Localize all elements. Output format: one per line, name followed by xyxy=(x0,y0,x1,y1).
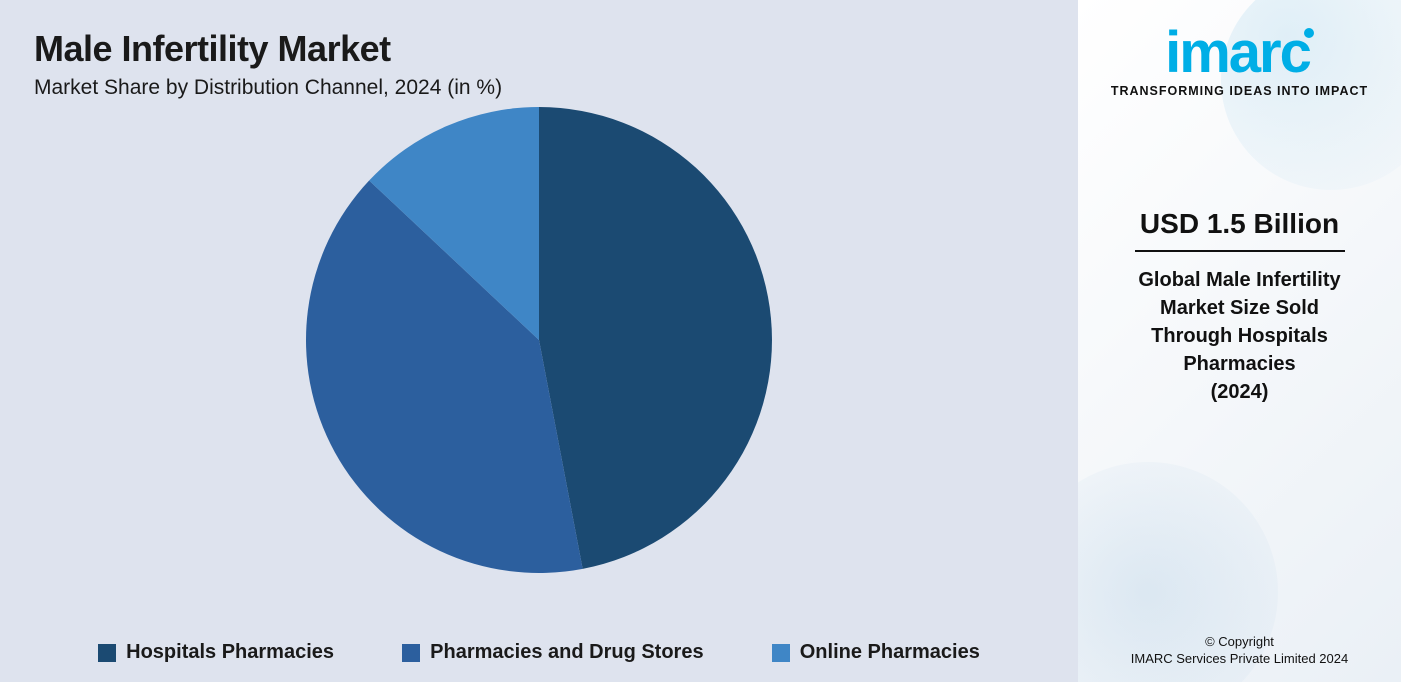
stat-block: USD 1.5 Billion Global Male InfertilityM… xyxy=(1098,208,1381,406)
chart-subtitle: Market Share by Distribution Channel, 20… xyxy=(34,76,1044,100)
stat-desc-line: (2024) xyxy=(1098,378,1381,406)
main-panel: Male Infertility Market Market Share by … xyxy=(0,0,1078,682)
logo-tagline: TRANSFORMING IDEAS INTO IMPACT xyxy=(1111,84,1368,98)
stat-desc-line: Market Size Sold xyxy=(1098,294,1381,322)
stat-divider xyxy=(1135,250,1345,252)
copyright-text: © Copyright IMARC Services Private Limit… xyxy=(1078,633,1401,668)
logo-dot-icon xyxy=(1304,28,1314,38)
legend-item: Pharmacies and Drug Stores xyxy=(402,641,703,664)
stat-desc-line: Global Male Infertility xyxy=(1098,266,1381,294)
legend-swatch xyxy=(98,644,116,662)
legend-swatch xyxy=(402,644,420,662)
pie-chart xyxy=(0,100,1078,580)
container: Male Infertility Market Market Share by … xyxy=(0,0,1401,682)
legend-swatch xyxy=(772,644,790,662)
chart-legend: Hospitals Pharmacies Pharmacies and Drug … xyxy=(0,641,1078,664)
side-panel: imarc TRANSFORMING IDEAS INTO IMPACT USD… xyxy=(1078,0,1401,682)
legend-label: Online Pharmacies xyxy=(800,641,980,664)
legend-item: Online Pharmacies xyxy=(772,641,980,664)
brand-logo: imarc TRANSFORMING IDEAS INTO IMPACT xyxy=(1111,24,1368,98)
legend-item: Hospitals Pharmacies xyxy=(98,641,334,664)
logo-text: imarc xyxy=(1165,20,1310,85)
pie-slice xyxy=(539,107,772,569)
stat-desc-line: Through Hospitals xyxy=(1098,322,1381,350)
legend-label: Pharmacies and Drug Stores xyxy=(430,641,703,664)
legend-label: Hospitals Pharmacies xyxy=(126,641,334,664)
copyright-line: IMARC Services Private Limited 2024 xyxy=(1078,650,1401,668)
stat-value: USD 1.5 Billion xyxy=(1098,208,1381,240)
copyright-line: © Copyright xyxy=(1078,633,1401,651)
stat-desc-line: Pharmacies xyxy=(1098,350,1381,378)
chart-title: Male Infertility Market xyxy=(34,28,1044,70)
stat-description: Global Male InfertilityMarket Size SoldT… xyxy=(1098,266,1381,406)
